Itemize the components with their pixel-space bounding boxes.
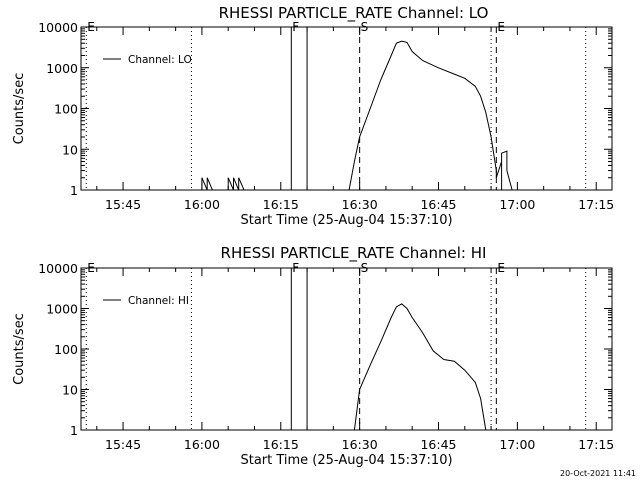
event-marker-label: F — [292, 261, 299, 275]
x-tick-label: 17:15 — [578, 197, 614, 212]
event-marker-label: S — [361, 20, 369, 34]
y-axis-label: Counts/sec — [12, 313, 27, 385]
x-tick-label: 16:30 — [342, 197, 378, 212]
event-marker-label: S — [361, 261, 369, 275]
legend-label: Channel: LO — [128, 54, 192, 66]
y-tick-label: 10000 — [38, 261, 78, 276]
chart-title: RHESSI PARTICLE_RATE Channel: LO — [219, 4, 489, 23]
x-tick-label: 16:30 — [342, 437, 378, 452]
event-marker-label: F — [292, 20, 299, 34]
y-tick-label: 1000 — [46, 302, 78, 317]
x-tick-label: 16:45 — [420, 197, 456, 212]
series-line-0 — [354, 304, 485, 430]
y-tick-label: 1 — [70, 183, 78, 198]
event-marker-label: E — [497, 20, 505, 34]
y-tick-label: 10 — [62, 142, 78, 157]
event-marker-label: E — [497, 261, 505, 275]
plot-frame — [81, 27, 612, 190]
x-axis-label: Start Time (25-Aug-04 15:37:10) — [240, 213, 452, 228]
y-tick-label: 100 — [54, 342, 78, 357]
x-tick-label: 17:00 — [499, 197, 535, 212]
legend-label: Channel: HI — [128, 295, 189, 307]
x-tick-label: 16:15 — [263, 197, 299, 212]
chart-panel-0: RHESSI PARTICLE_RATE Channel: LO 1 10 100 10… — [12, 4, 614, 228]
x-tick-label: 17:15 — [578, 437, 614, 452]
chart-panel-1: RHESSI PARTICLE_RATE Channel: HI 1 10 100 10… — [12, 244, 614, 468]
x-tick-label: 16:45 — [420, 437, 456, 452]
y-tick-label: 10000 — [38, 20, 78, 35]
x-tick-label: 16:15 — [263, 437, 299, 452]
x-axis-label: Start Time (25-Aug-04 15:37:10) — [240, 453, 452, 468]
event-marker-label: E — [87, 20, 95, 34]
y-tick-label: 1 — [70, 423, 78, 438]
x-tick-label: 17:00 — [499, 437, 535, 452]
y-axis-label: Counts/sec — [12, 73, 27, 145]
x-tick-label: 16:00 — [184, 197, 220, 212]
y-tick-label: 10 — [62, 383, 78, 398]
plot-frame — [81, 268, 612, 430]
event-marker-label: E — [87, 261, 95, 275]
x-tick-label: 15:45 — [105, 197, 141, 212]
series-line-0 — [202, 41, 512, 190]
x-tick-label: 16:00 — [184, 437, 220, 452]
x-tick-label: 15:45 — [105, 437, 141, 452]
timestamp-label: 20-Oct-2021 11:41 — [560, 469, 636, 478]
chart-title: RHESSI PARTICLE_RATE Channel: HI — [221, 244, 487, 263]
y-tick-label: 100 — [54, 102, 78, 117]
y-tick-label: 1000 — [46, 61, 78, 76]
